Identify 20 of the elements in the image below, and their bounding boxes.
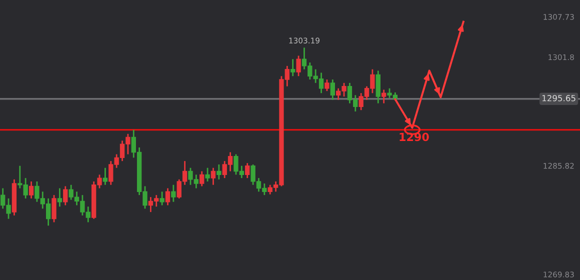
candlestick	[210, 167, 216, 186]
ref-line-label: 1295.65	[542, 95, 576, 102]
candlestick	[381, 89, 386, 104]
candlestick	[205, 167, 210, 182]
candlestick	[290, 58, 296, 77]
candlestick	[57, 188, 62, 208]
candlestick	[63, 186, 68, 206]
candlestick	[52, 194, 56, 223]
candlestick	[296, 55, 301, 77]
candlestick	[102, 167, 108, 186]
candlestick	[200, 170, 204, 187]
candlestick	[165, 188, 170, 206]
candlestick	[28, 180, 34, 200]
candlestick	[160, 190, 164, 206]
candlestick	[171, 184, 176, 203]
candlestick	[245, 162, 250, 179]
candlestick	[376, 70, 380, 104]
candlestick	[216, 164, 222, 180]
candlestick	[330, 78, 335, 101]
candlestick	[324, 78, 330, 92]
